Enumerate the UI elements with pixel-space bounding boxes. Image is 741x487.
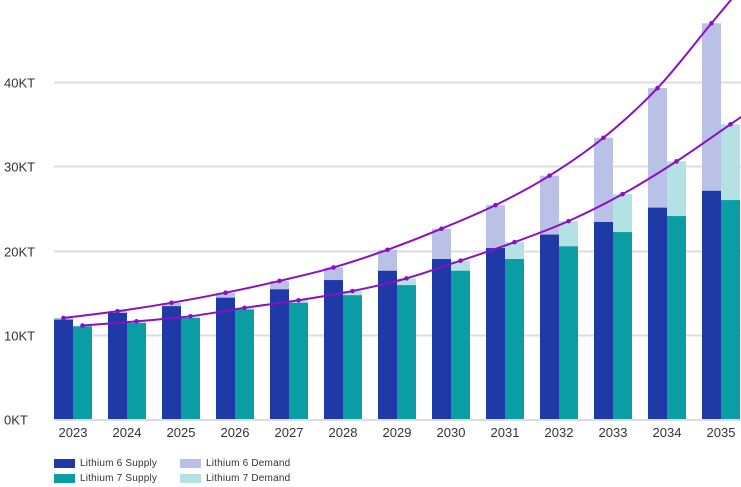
trend-point-li6 — [277, 278, 282, 284]
bar-lithium-6-supply — [702, 190, 721, 419]
bar-lithium-7-supply — [73, 326, 92, 419]
trend-point-li6 — [223, 290, 228, 296]
y-tick-label: 20KT — [4, 245, 35, 260]
trend-point-li6 — [547, 173, 552, 178]
trend-point-li6 — [439, 226, 444, 232]
trend-point-li6 — [601, 135, 606, 141]
y-axis: 0KT 10KT 20KT 30KT 40KT — [4, 76, 35, 428]
trend-point-li7 — [674, 159, 679, 164]
legend-label: Lithium 6 Demand — [206, 458, 291, 469]
trend-point-li7 — [404, 276, 409, 281]
legend-item-li6-demand: Lithium 6 Demand — [180, 458, 290, 469]
bar-lithium-7-supply — [235, 309, 254, 419]
x-tick-label: 2028 — [329, 425, 358, 440]
legend-swatch — [54, 459, 75, 468]
trend-point-li7 — [620, 191, 625, 197]
trend-point-li6 — [655, 85, 660, 91]
legend: Lithium 6 Supply Lithium 7 Supply Lithiu… — [54, 458, 374, 486]
bar-lithium-7-supply — [397, 285, 416, 419]
trend-point-li7 — [350, 288, 355, 294]
legend-label: Lithium 6 Supply — [80, 458, 158, 469]
x-tick-label: 2024 — [113, 425, 142, 440]
x-tick-label: 2026 — [221, 425, 250, 440]
x-tick-label: 2025 — [167, 425, 196, 440]
trend-point-li6 — [115, 308, 120, 314]
bar-lithium-7-supply — [289, 302, 308, 419]
trend-line-li6 — [63, 0, 733, 319]
y-tick-label: 0KT — [4, 413, 28, 428]
legend-swatch — [54, 474, 75, 483]
bar-lithium-7-supply — [667, 216, 686, 419]
legend-item-li7-supply: Lithium 7 Supply — [54, 473, 157, 484]
bar-lithium-7-supply — [181, 317, 200, 419]
bar-lithium-6-supply — [162, 306, 181, 419]
trend-point-li7 — [728, 122, 733, 127]
trend-point-li6 — [169, 300, 174, 306]
trend-point-li6 — [493, 202, 498, 208]
bar-lithium-7-supply — [343, 295, 362, 419]
x-tick-label: 2030 — [437, 425, 466, 440]
trend-point-li7 — [80, 323, 85, 328]
x-tick-label: 2027 — [275, 425, 304, 440]
bar-lithium-7-supply — [505, 259, 524, 419]
bar-lithium-6-supply — [216, 297, 235, 419]
legend-label: Lithium 7 Demand — [206, 473, 291, 484]
bar-lithium-6-supply — [54, 319, 73, 419]
bar-lithium-6-supply — [324, 280, 343, 419]
trend-point-li7 — [188, 313, 193, 319]
x-tick-label: 2035 — [707, 425, 736, 440]
bar-lithium-6-supply — [594, 221, 613, 419]
x-tick-label: 2032 — [545, 425, 574, 440]
bar-lithium-6-supply — [378, 270, 397, 419]
bar-lithium-6-supply — [648, 207, 667, 419]
x-tick-label: 2023 — [59, 425, 88, 440]
x-tick-label: 2033 — [599, 425, 628, 440]
bar-lithium-6-supply — [540, 234, 559, 419]
x-tick-label: 2031 — [491, 425, 520, 440]
x-axis: 2023 2024 2025 2026 2027 2028 2029 2030 2031 2032… — [59, 425, 736, 440]
trend-point-li7 — [242, 305, 247, 311]
bar-lithium-6-supply — [432, 259, 451, 419]
bar-lithium-7-supply — [721, 200, 740, 419]
bar-lithium-7-supply — [127, 323, 146, 419]
trend-lines — [61, 0, 741, 328]
legend-swatch — [180, 459, 201, 468]
legend-item-li6-supply: Lithium 6 Supply — [54, 458, 157, 469]
legend-swatch — [180, 474, 201, 483]
trend-point-li6 — [331, 265, 336, 270]
trend-point-li6 — [709, 20, 714, 26]
trend-point-li6 — [61, 315, 66, 321]
legend-item-li7-demand: Lithium 7 Demand — [180, 473, 290, 484]
y-tick-label: 30KT — [4, 160, 35, 175]
y-tick-label: 10KT — [4, 329, 35, 344]
trend-point-li7 — [566, 218, 571, 224]
trend-point-li7 — [512, 239, 517, 245]
y-tick-label: 40KT — [4, 76, 35, 91]
legend-label: Lithium 7 Supply — [80, 473, 158, 484]
trend-point-li7 — [458, 258, 463, 264]
bar-lithium-6-supply — [108, 312, 127, 419]
bars — [54, 23, 740, 420]
trend-point-li7 — [296, 297, 301, 303]
bar-lithium-7-supply — [559, 246, 578, 419]
bar-lithium-6-supply — [486, 248, 505, 419]
bar-lithium-7-supply — [451, 270, 470, 419]
x-tick-label: 2034 — [653, 425, 682, 440]
trend-point-li6 — [385, 247, 390, 253]
bar-lithium-6-supply — [270, 289, 289, 419]
x-tick-label: 2029 — [383, 425, 412, 440]
trend-point-li7 — [134, 319, 139, 324]
bar-lithium-7-supply — [613, 232, 632, 419]
